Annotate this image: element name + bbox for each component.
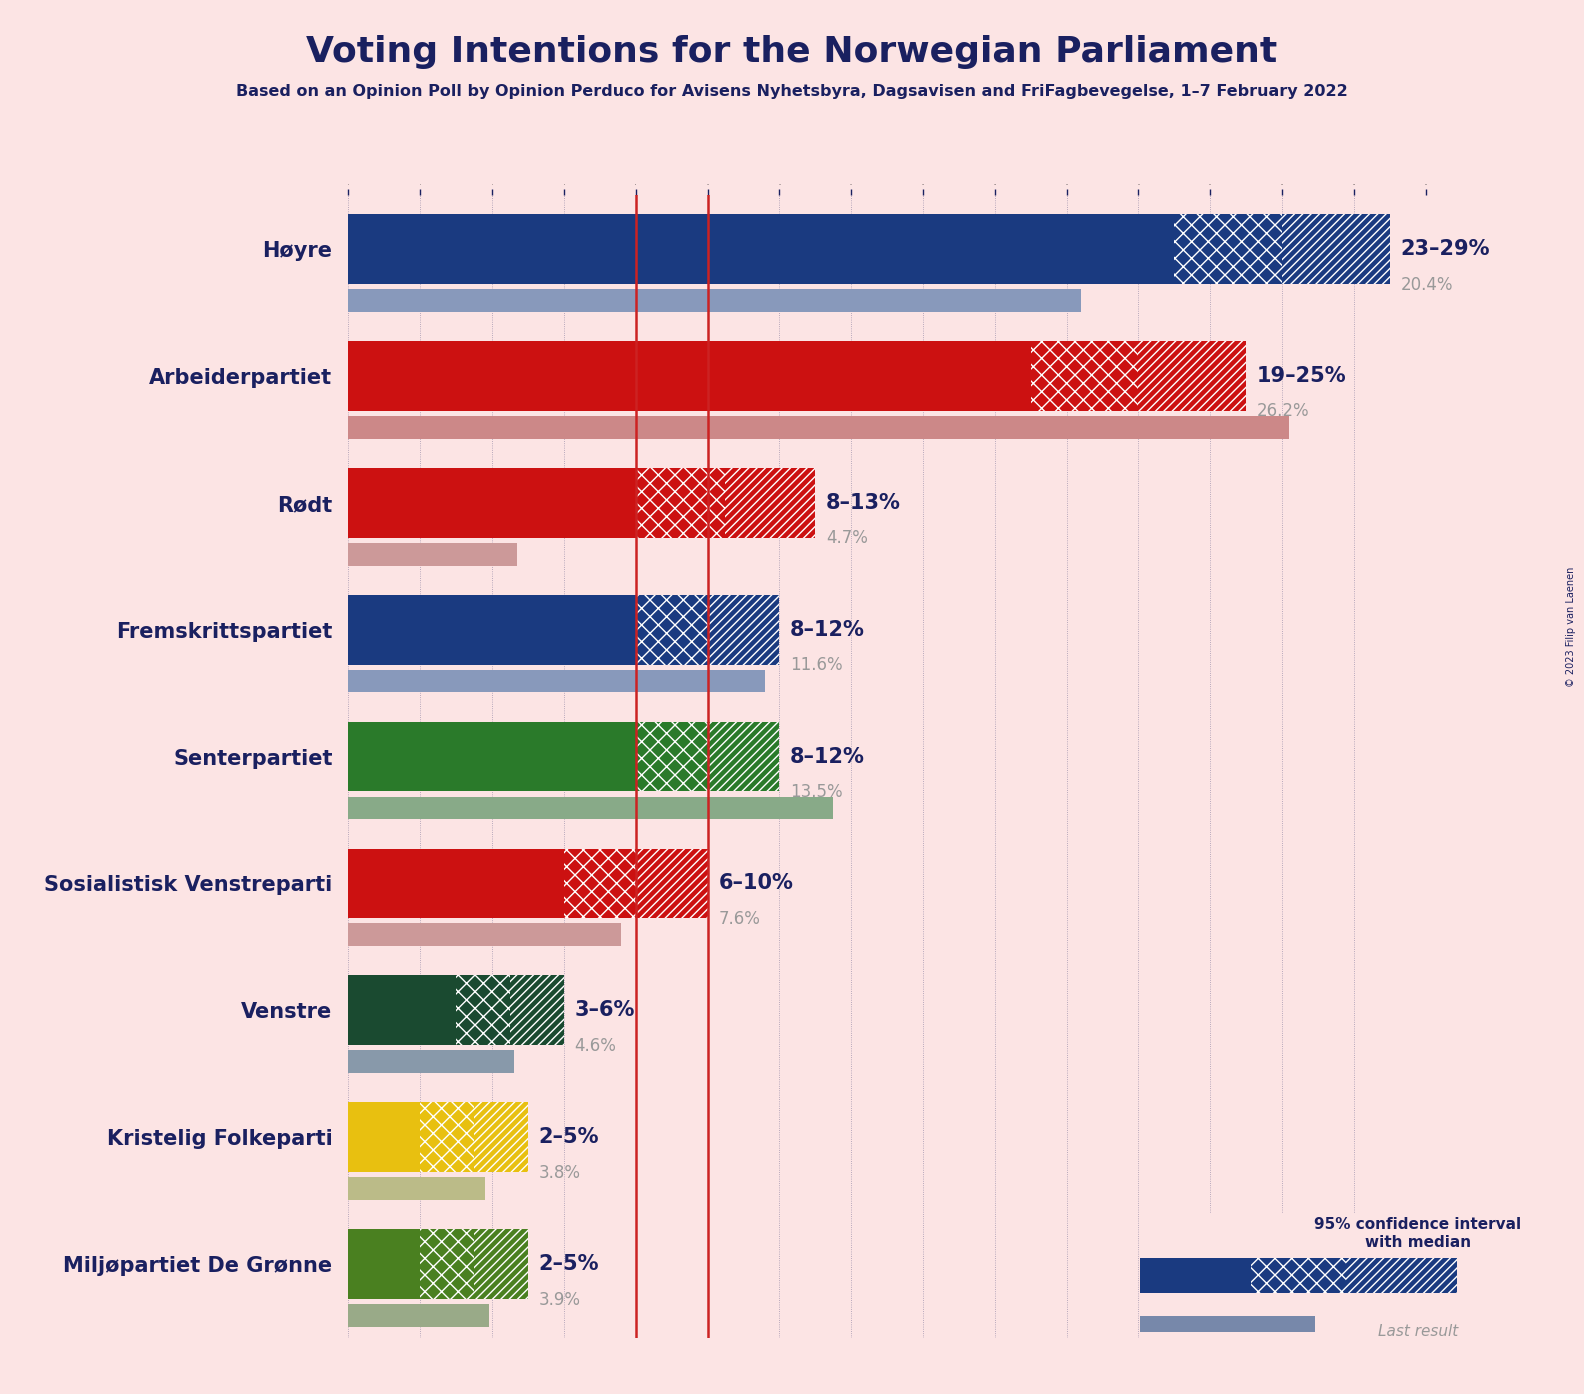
Bar: [348, 1050, 513, 1073]
Bar: [420, 1103, 474, 1172]
Bar: [708, 595, 779, 665]
Bar: [635, 468, 725, 538]
Bar: [348, 289, 1080, 312]
Bar: [348, 595, 635, 665]
Text: 4.6%: 4.6%: [575, 1037, 616, 1055]
Bar: [348, 1230, 420, 1299]
Bar: [474, 1103, 527, 1172]
Bar: [348, 976, 456, 1046]
Bar: [348, 215, 1174, 284]
Bar: [1346, 1257, 1457, 1294]
Bar: [474, 1230, 527, 1299]
Bar: [348, 796, 833, 820]
Text: 2–5%: 2–5%: [539, 1255, 599, 1274]
Bar: [348, 1303, 488, 1327]
Bar: [1139, 342, 1247, 411]
Bar: [1140, 1257, 1251, 1294]
Text: 26.2%: 26.2%: [1256, 403, 1310, 421]
Text: 2–5%: 2–5%: [539, 1128, 599, 1147]
Text: 4.7%: 4.7%: [825, 530, 868, 548]
Bar: [348, 468, 635, 538]
Bar: [725, 468, 816, 538]
Text: 3.8%: 3.8%: [539, 1164, 581, 1182]
Text: © 2023 Filip van Laenen: © 2023 Filip van Laenen: [1567, 567, 1576, 687]
Bar: [348, 415, 1289, 439]
Text: 8–13%: 8–13%: [825, 493, 901, 513]
Text: 8–12%: 8–12%: [790, 747, 865, 767]
Bar: [1251, 1257, 1346, 1294]
Bar: [456, 976, 510, 1046]
Bar: [348, 722, 635, 792]
Bar: [1174, 215, 1281, 284]
Bar: [1281, 215, 1389, 284]
Text: Based on an Opinion Poll by Opinion Perduco for Avisens Nyhetsbyra, Dagsavisen a: Based on an Opinion Poll by Opinion Perd…: [236, 84, 1348, 99]
Bar: [564, 849, 635, 919]
Bar: [510, 976, 564, 1046]
Text: Last result: Last result: [1378, 1324, 1457, 1338]
Text: 3.9%: 3.9%: [539, 1291, 581, 1309]
Text: 6–10%: 6–10%: [718, 874, 794, 894]
Bar: [1031, 342, 1139, 411]
Bar: [635, 849, 708, 919]
Bar: [348, 1177, 485, 1200]
Text: 19–25%: 19–25%: [1256, 367, 1346, 386]
Bar: [708, 722, 779, 792]
Text: 8–12%: 8–12%: [790, 620, 865, 640]
Bar: [348, 1103, 420, 1172]
Bar: [348, 542, 518, 566]
Bar: [635, 595, 708, 665]
Text: 13.5%: 13.5%: [790, 783, 843, 802]
Bar: [348, 923, 621, 947]
Text: 20.4%: 20.4%: [1400, 276, 1453, 294]
Bar: [635, 722, 708, 792]
Text: 11.6%: 11.6%: [790, 657, 843, 675]
Text: 3–6%: 3–6%: [575, 1001, 635, 1020]
Bar: [348, 342, 1031, 411]
Bar: [348, 849, 564, 919]
Text: Voting Intentions for the Norwegian Parliament: Voting Intentions for the Norwegian Parl…: [306, 35, 1278, 68]
Bar: [420, 1230, 474, 1299]
Text: 95% confidence interval
with median: 95% confidence interval with median: [1315, 1217, 1521, 1250]
Text: 23–29%: 23–29%: [1400, 240, 1491, 259]
Bar: [1140, 1316, 1315, 1333]
Bar: [348, 669, 765, 693]
Text: 7.6%: 7.6%: [718, 910, 760, 928]
